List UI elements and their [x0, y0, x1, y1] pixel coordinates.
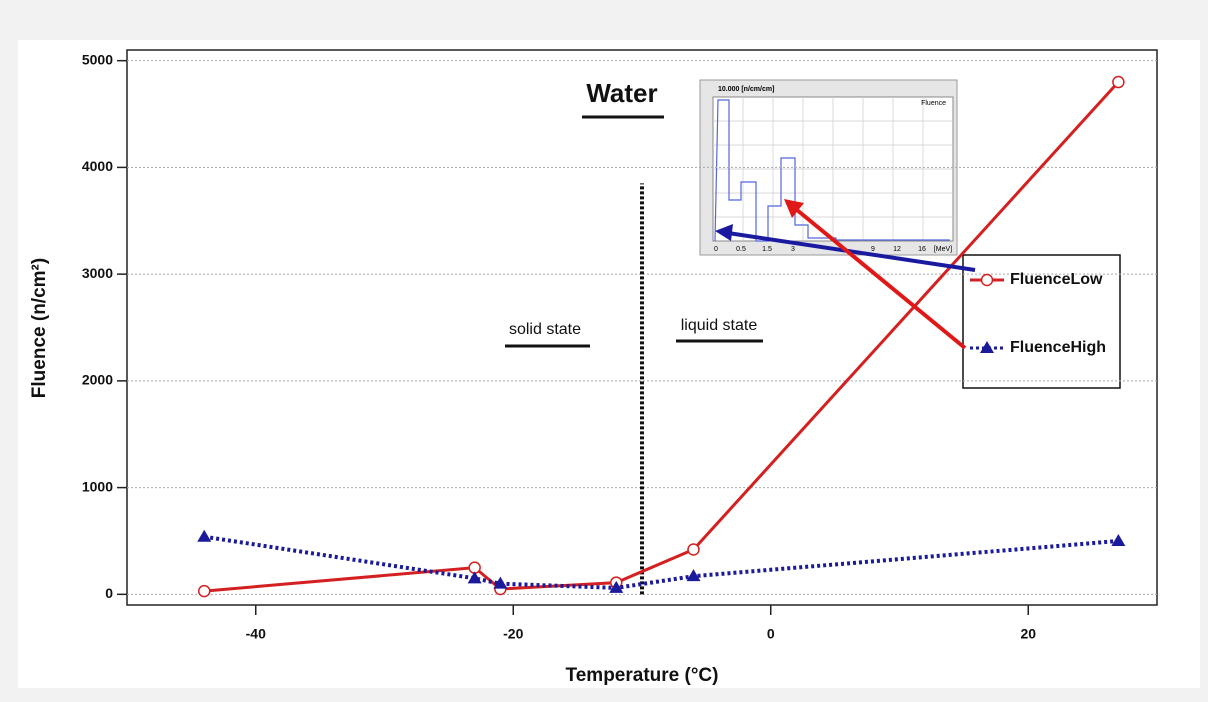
marker — [687, 543, 700, 556]
marker — [467, 571, 482, 584]
x-tick-label: -20 — [503, 626, 523, 642]
inset-header: 10.000 [n/cm/cm] — [718, 86, 774, 93]
inset-tick-label: 3 — [791, 246, 795, 253]
x-tick-label: -40 — [246, 626, 266, 642]
inset-tick-label: 16 — [918, 246, 926, 253]
marker — [609, 580, 624, 593]
chart-title: Water — [586, 78, 657, 108]
series-line — [204, 81, 1120, 593]
x-axis-title: Temperature (°C) — [566, 665, 719, 686]
marker — [686, 569, 701, 582]
y-tick-label: 0 — [105, 585, 113, 601]
marker — [1112, 75, 1125, 89]
marker — [197, 529, 212, 542]
plot-frame — [126, 49, 1158, 606]
inset-tick-label: 12 — [893, 246, 901, 253]
legend-label: FluenceHigh — [1010, 339, 1106, 356]
x-tick-label: 20 — [1020, 626, 1036, 642]
arrow — [727, 231, 976, 272]
y-tick-label: 1000 — [82, 478, 113, 494]
inset-tick-label: 0.5 — [736, 246, 746, 253]
legend-label: FluenceLow — [1010, 271, 1103, 288]
y-tick-label: 2000 — [82, 372, 113, 388]
y-tick-label: 4000 — [82, 158, 113, 174]
marker — [198, 584, 211, 598]
annotation: liquid state — [681, 317, 758, 334]
inset-tick-label: 1.5 — [762, 246, 772, 253]
arrows — [715, 199, 976, 350]
inset-tick-label: 0 — [714, 246, 718, 253]
marker — [1111, 533, 1126, 546]
legend-marker — [980, 341, 994, 353]
inset-step — [714, 99, 950, 242]
marker — [493, 576, 508, 589]
x-tick-label: 0 — [767, 626, 775, 642]
arrow — [795, 208, 967, 350]
arrow-head — [784, 199, 804, 218]
y-tick-label: 5000 — [82, 51, 113, 67]
inset-label: Fluence — [921, 100, 946, 107]
inset-tick-label: 9 — [871, 246, 875, 253]
inset-ticks: 0 0.5 1.5 3 9 12 16 [MeV] — [714, 246, 952, 253]
inset-tick-label: [MeV] — [934, 246, 952, 253]
legend-marker — [980, 273, 994, 287]
series-line — [203, 534, 1119, 590]
arrow-head — [715, 224, 733, 241]
y-axis-title: Fluence (n/cm²) — [29, 258, 50, 398]
y-tick-label: 3000 — [82, 265, 113, 281]
annotation: solid state — [509, 321, 581, 338]
